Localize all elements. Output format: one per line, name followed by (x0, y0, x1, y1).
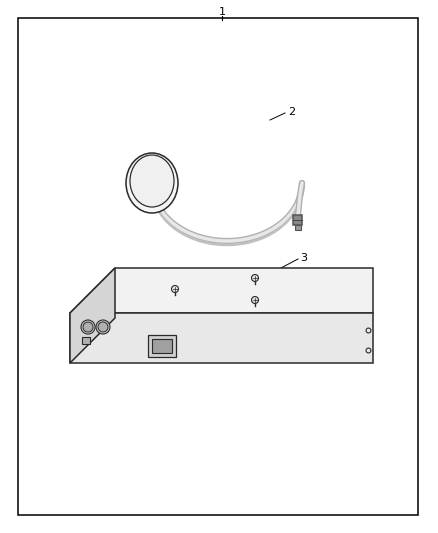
Circle shape (251, 274, 258, 281)
Bar (152, 339, 172, 353)
Polygon shape (70, 268, 115, 363)
Circle shape (83, 322, 93, 332)
Bar (293, 215, 302, 225)
Bar (82, 337, 90, 344)
Bar (295, 225, 301, 230)
Circle shape (96, 320, 110, 334)
Circle shape (172, 286, 179, 293)
Text: 2: 2 (288, 107, 295, 117)
Circle shape (98, 322, 108, 332)
Text: 1: 1 (219, 7, 226, 17)
Text: 3: 3 (300, 253, 307, 263)
Polygon shape (70, 313, 373, 363)
Polygon shape (70, 268, 373, 313)
FancyBboxPatch shape (148, 335, 176, 357)
Ellipse shape (130, 155, 174, 207)
Circle shape (251, 296, 258, 303)
Circle shape (81, 320, 95, 334)
Ellipse shape (126, 153, 178, 213)
